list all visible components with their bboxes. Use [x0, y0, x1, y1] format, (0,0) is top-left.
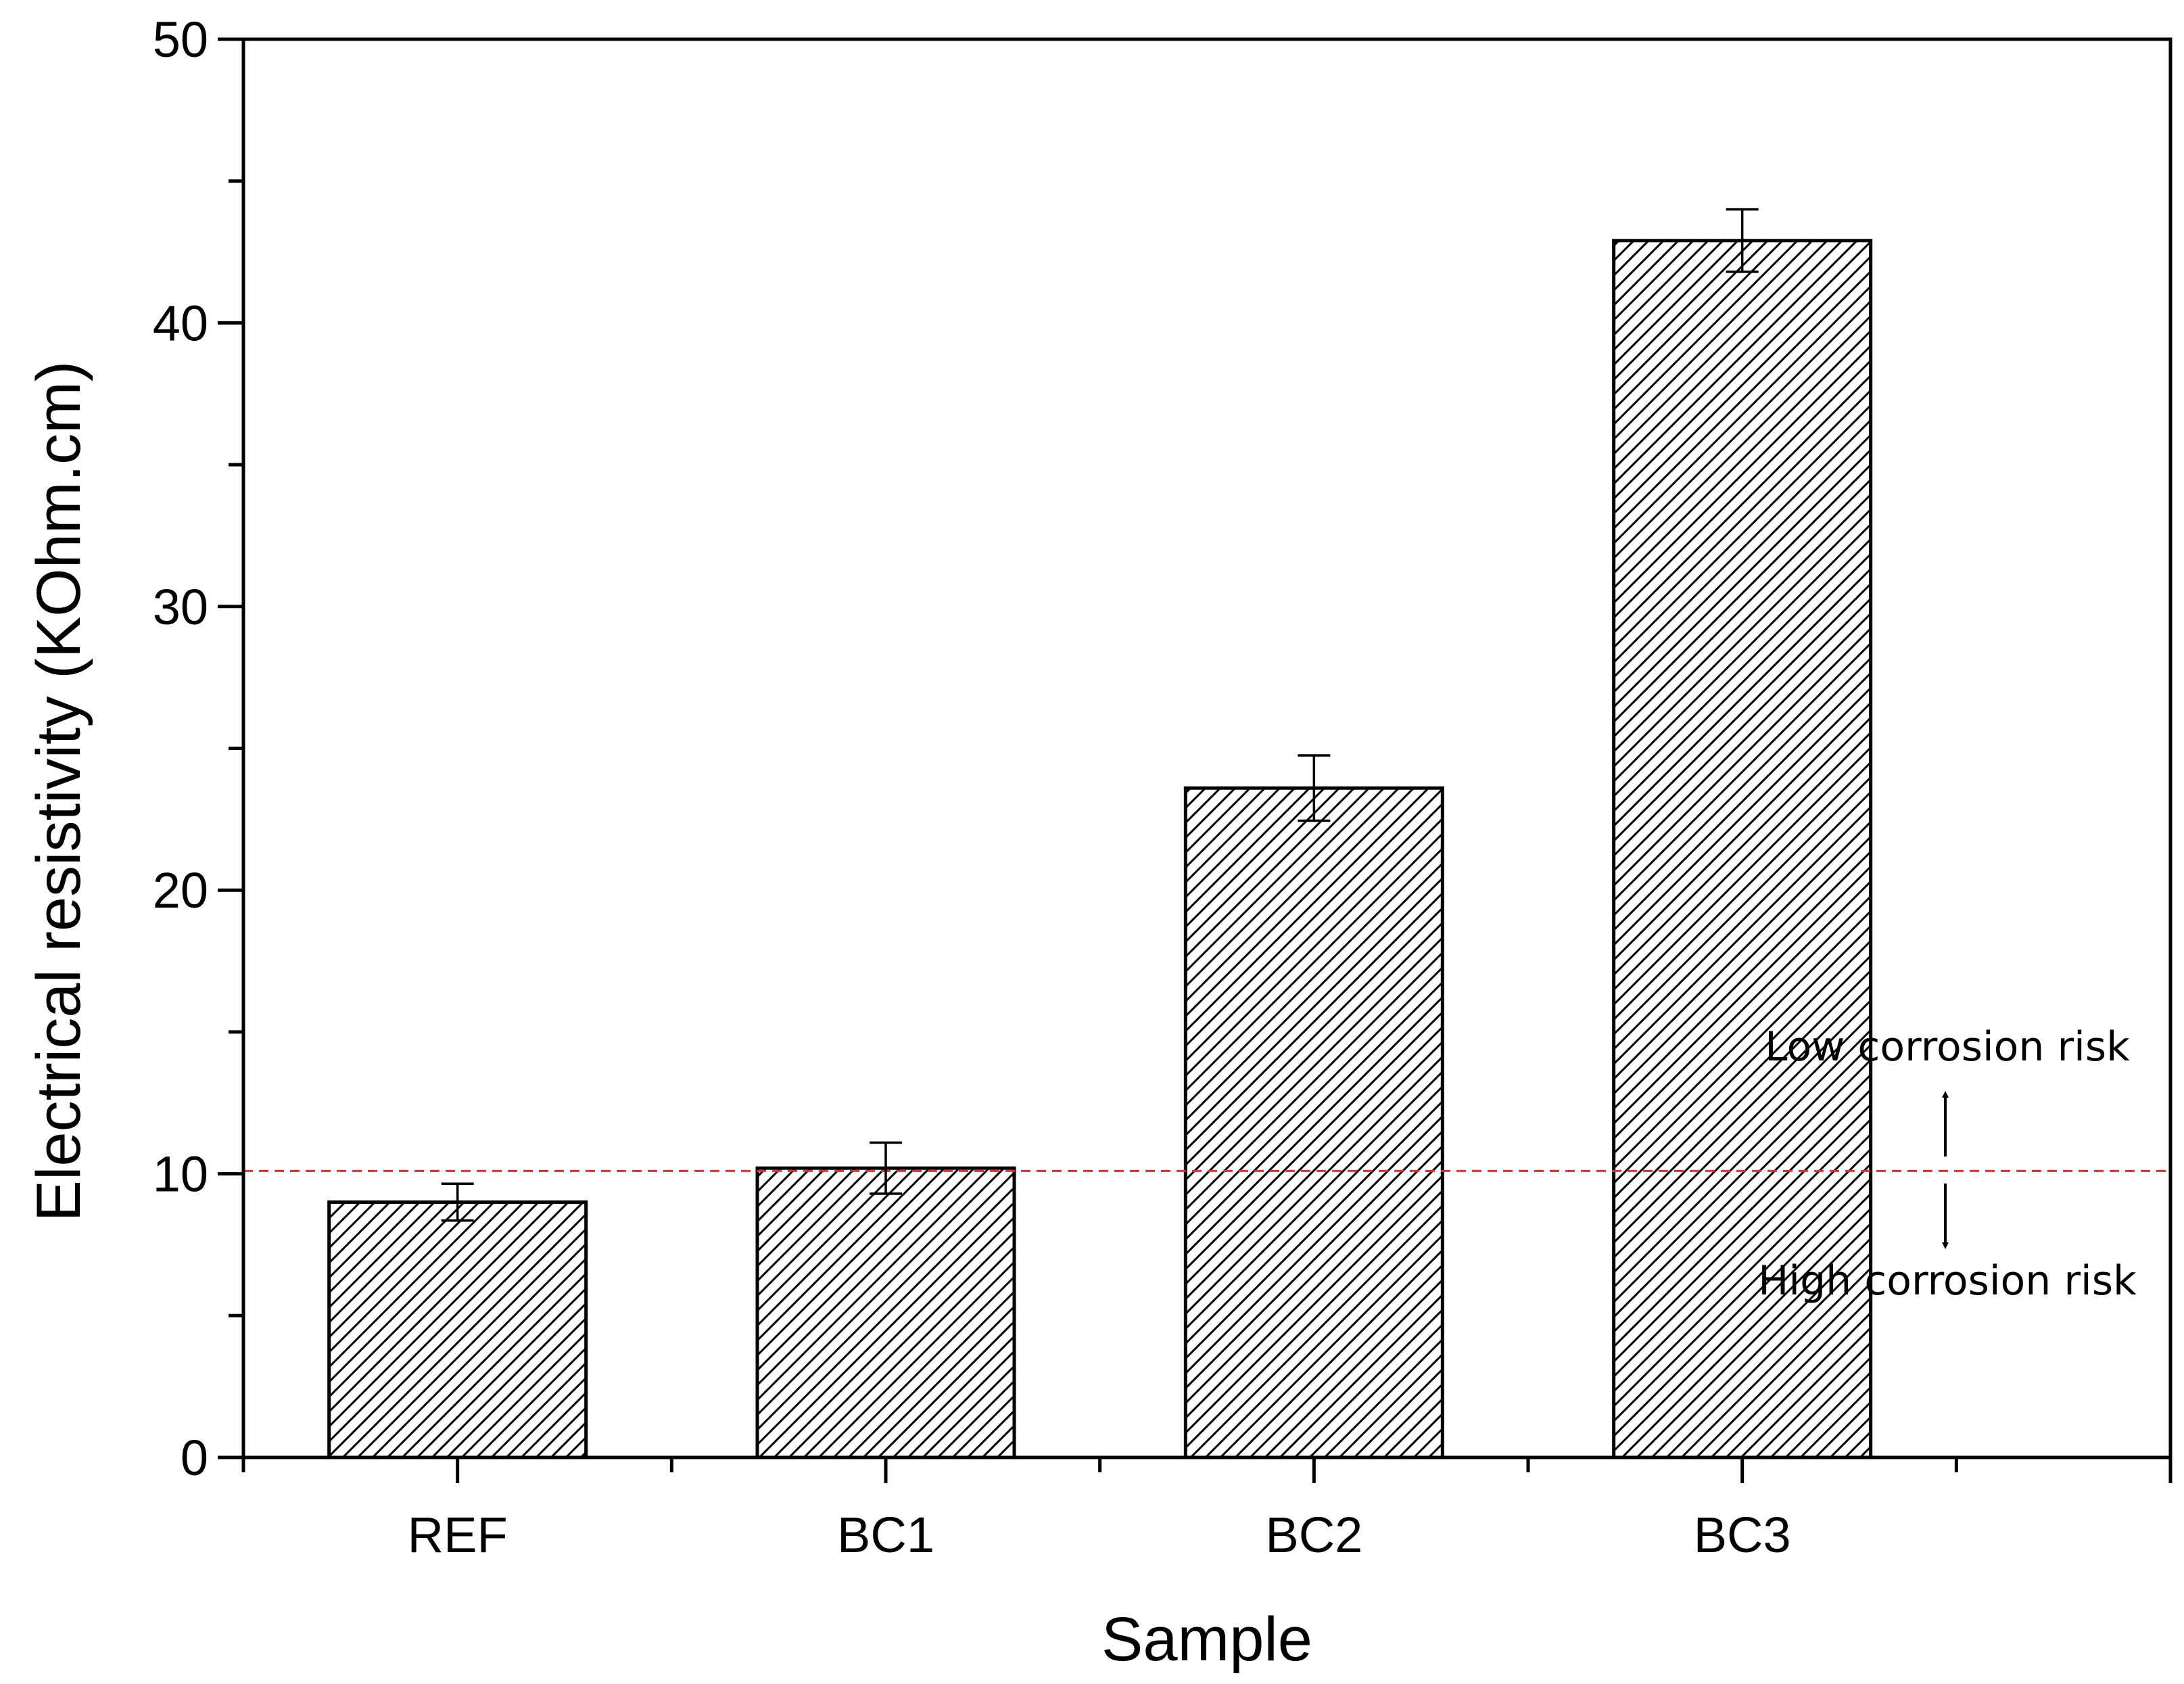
bars-layer: [327, 239, 1873, 1459]
error-bar-bc2: [1298, 754, 1331, 822]
y-tick-label: 40: [153, 295, 208, 351]
error-bar-bc1: [870, 1141, 902, 1195]
y-tick-label: 30: [153, 579, 208, 635]
y-tick-label: 10: [153, 1146, 208, 1202]
error-bar-bc3: [1726, 208, 1759, 273]
axes-layer: 0 10 20 30 40 50 REF BC1 BC2 BC3: [153, 11, 2173, 1563]
bar-bc1: [755, 1166, 1016, 1459]
error-bar-ref: [441, 1182, 474, 1222]
bar-bc2: [1183, 786, 1444, 1459]
y-axis-title: Electrical resistivity (KOhm.cm): [24, 361, 93, 1222]
bar-bc3: [1612, 239, 1873, 1459]
x-tick-label-bc2: BC2: [1265, 1507, 1362, 1563]
y-tick-label: 0: [181, 1430, 208, 1486]
x-tick-label-ref: REF: [408, 1507, 508, 1563]
x-axis-title: Sample: [1101, 1605, 1312, 1674]
error-bars-layer: [441, 208, 1759, 1222]
low-risk-label: Low corrosion risk: [1765, 1023, 2130, 1071]
bar-ref: [327, 1200, 588, 1459]
corrosion-annotation: Low corrosion risk High corrosion risk: [1758, 1023, 2137, 1305]
high-risk-label: High corrosion risk: [1758, 1257, 2137, 1305]
y-tick-label: 50: [153, 11, 208, 68]
x-tick-label-bc1: BC1: [837, 1507, 934, 1563]
y-tick-label: 20: [153, 862, 208, 918]
x-tick-label-bc3: BC3: [1694, 1507, 1791, 1563]
